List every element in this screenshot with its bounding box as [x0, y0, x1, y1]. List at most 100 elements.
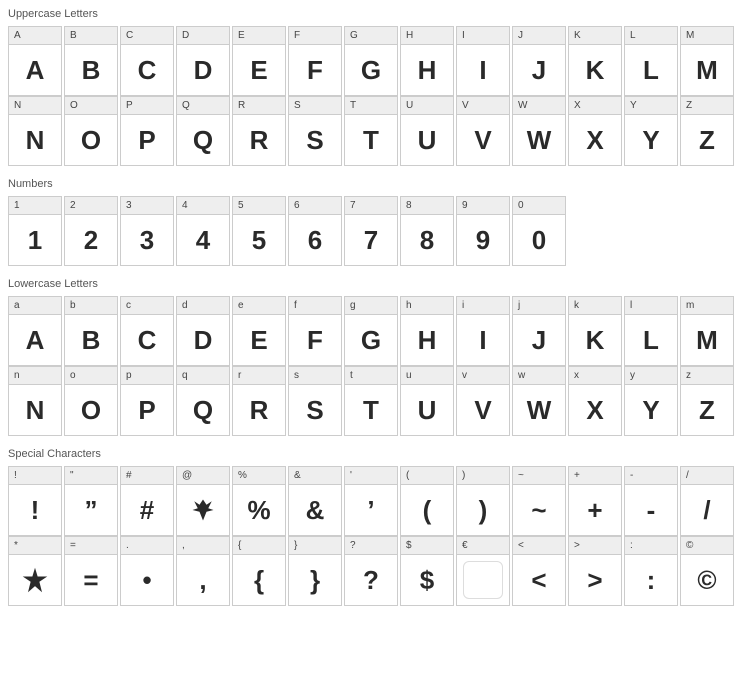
glyph-cell: '’ [344, 466, 398, 536]
glyph-cell: 22 [64, 196, 118, 266]
glyph-display: 7 [345, 215, 397, 265]
glyph-cell: kK [568, 296, 622, 366]
glyph-cell: }} [288, 536, 342, 606]
glyph-display: E [233, 315, 285, 365]
glyph-display: / [681, 485, 733, 535]
section-title: Numbers [8, 178, 740, 190]
glyph-cell: PP [120, 96, 174, 166]
glyph-cell-label: O [65, 97, 117, 115]
glyph-cell: YY [624, 96, 678, 166]
glyph-cell: zZ [680, 366, 734, 436]
glyph-cell: -- [624, 466, 678, 536]
glyph-cell: CC [120, 26, 174, 96]
glyph-cell-label: S [289, 97, 341, 115]
glyph-cell-label: h [401, 297, 453, 315]
glyph-row: *==.•,,{{}}??$$€<<>>::©© [8, 536, 740, 606]
glyph-cell-label: 5 [233, 197, 285, 215]
glyph-cell: jJ [512, 296, 566, 366]
glyph-display: D [177, 315, 229, 365]
glyph-cell: fF [288, 296, 342, 366]
glyph-cell-label: F [289, 27, 341, 45]
section-title: Uppercase Letters [8, 8, 740, 20]
glyph-cell-label: $ [401, 537, 453, 555]
glyph-display: 8 [401, 215, 453, 265]
glyph-row: !!"”##@%%&&'’(())~~++--// [8, 466, 740, 536]
glyph-display: ! [9, 485, 61, 535]
glyph-cell: ~~ [512, 466, 566, 536]
glyph-cell-label: x [569, 367, 621, 385]
glyph-cell-label: c [121, 297, 173, 315]
glyph-cell-label: ) [457, 467, 509, 485]
glyph-cell: SS [288, 96, 342, 166]
glyph-cell: * [8, 536, 62, 606]
glyph-cell-label: € [457, 537, 509, 555]
glyph-cell-label: ( [401, 467, 453, 485]
glyph-cell-label: p [121, 367, 173, 385]
glyph-cell: lL [624, 296, 678, 366]
glyph-cell: uU [400, 366, 454, 436]
glyph-cell: 77 [344, 196, 398, 266]
glyph-cell: ,, [176, 536, 230, 606]
glyph-cell: !! [8, 466, 62, 536]
glyph-display: S [289, 385, 341, 435]
glyph-cell: $$ [400, 536, 454, 606]
glyph-display [463, 561, 503, 599]
glyph-cell-label: & [289, 467, 341, 485]
glyph-cell: >> [568, 536, 622, 606]
glyph-cell-label: # [121, 467, 173, 485]
glyph-cell-label: r [233, 367, 285, 385]
glyph-cell: %% [232, 466, 286, 536]
section-title: Lowercase Letters [8, 278, 740, 290]
glyph-display: H [401, 45, 453, 95]
glyph-display: A [9, 45, 61, 95]
glyph-cell: 66 [288, 196, 342, 266]
glyph-display: % [233, 485, 285, 535]
glyph-cell: sS [288, 366, 342, 436]
star-icon [9, 555, 61, 605]
glyph-cell: "” [64, 466, 118, 536]
glyph-display: V [457, 115, 509, 165]
glyph-display: M [681, 45, 733, 95]
glyph-cell-label: X [569, 97, 621, 115]
glyph-display: B [65, 45, 117, 95]
glyph-display: ~ [513, 485, 565, 535]
glyph-display: R [233, 385, 285, 435]
glyph-display: G [345, 315, 397, 365]
glyph-display: C [121, 45, 173, 95]
glyph-cell: yY [624, 366, 678, 436]
glyph-cell: bB [64, 296, 118, 366]
glyph-display: 3 [121, 215, 173, 265]
glyph-display: K [569, 45, 621, 95]
glyph-display: 1 [9, 215, 61, 265]
glyph-cell-label: / [681, 467, 733, 485]
glyph-cell-label: J [513, 27, 565, 45]
glyph-cell-label: * [9, 537, 61, 555]
glyph-cell: MM [680, 26, 734, 96]
glyph-display: X [569, 385, 621, 435]
glyph-cell-label: R [233, 97, 285, 115]
glyph-cell-label: © [681, 537, 733, 555]
glyph-cell-label: g [345, 297, 397, 315]
glyph-cell: xX [568, 366, 622, 436]
glyph-cell: 44 [176, 196, 230, 266]
glyph-cell: ©© [680, 536, 734, 606]
glyph-cell-label: L [625, 27, 677, 45]
glyph-cell-label: E [233, 27, 285, 45]
glyph-display: } [289, 555, 341, 605]
glyph-display: 2 [65, 215, 117, 265]
glyph-cell-label: 2 [65, 197, 117, 215]
glyph-cell: BB [64, 26, 118, 96]
glyph-display: N [9, 115, 61, 165]
section-0: Uppercase LettersAABBCCDDEEFFGGHHIIJJKKL… [8, 8, 740, 166]
glyph-cell-label: 6 [289, 197, 341, 215]
glyph-cell: AA [8, 26, 62, 96]
glyph-cell: << [512, 536, 566, 606]
glyph-display: P [121, 385, 173, 435]
glyph-cell-label: K [569, 27, 621, 45]
glyph-row: aAbBcCdDeEfFgGhHiIjJkKlLmM [8, 296, 740, 366]
glyph-display: O [65, 385, 117, 435]
glyph-display: T [345, 115, 397, 165]
glyph-cell: 11 [8, 196, 62, 266]
glyph-cell-label: q [177, 367, 229, 385]
glyph-display: F [289, 45, 341, 95]
